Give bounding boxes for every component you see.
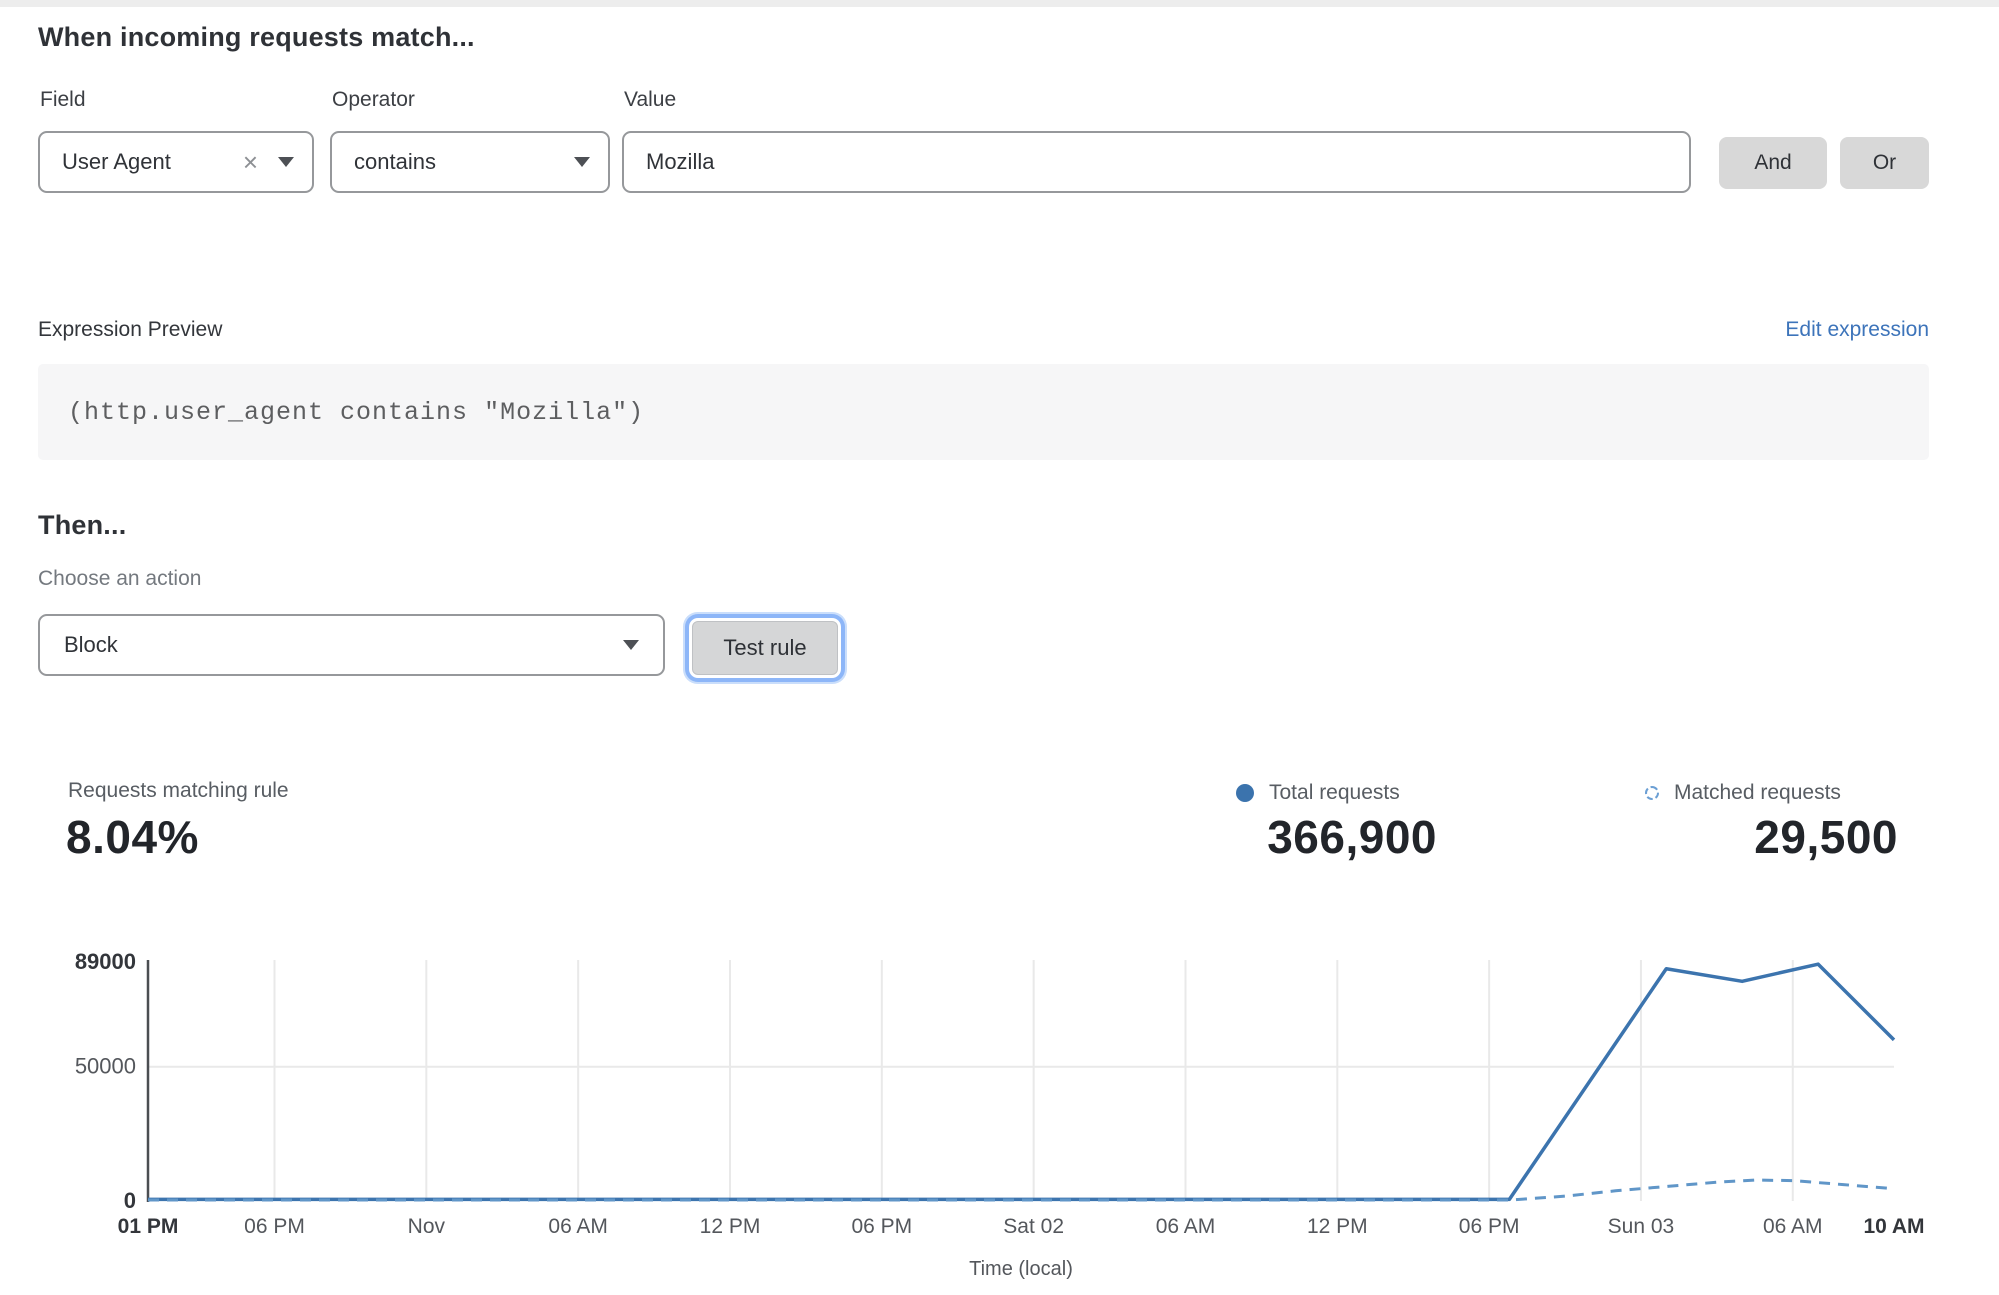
svg-text:12 PM: 12 PM [700, 1215, 761, 1238]
svg-text:06 PM: 06 PM [1459, 1215, 1520, 1238]
expression-code: (http.user_agent contains "Mozilla") [68, 397, 645, 427]
operator-label: Operator [332, 88, 415, 111]
value-input-wrapper [622, 131, 1691, 193]
matched-requests-value: 29,500 [1754, 811, 1898, 863]
svg-text:Nov: Nov [408, 1215, 446, 1238]
svg-text:06 PM: 06 PM [851, 1215, 912, 1238]
edit-expression-link[interactable]: Edit expression [1785, 318, 1929, 341]
requests-chart: 0 50000 89000 01 PM 06 PM Nov 06 AM 12 PM 06 PM S… [75, 949, 1925, 1280]
and-button[interactable]: And [1719, 137, 1827, 189]
legend-total-requests: Total requests [1236, 781, 1400, 805]
operator-select[interactable]: contains [330, 131, 610, 193]
field-select-value: User Agent [62, 149, 171, 174]
field-select[interactable]: User Agent × [38, 131, 314, 193]
svg-text:Time (local): Time (local) [969, 1258, 1073, 1280]
svg-text:0: 0 [124, 1188, 136, 1213]
total-requests-label: Total requests [1269, 781, 1400, 804]
dashed-circle-icon [1645, 786, 1659, 800]
svg-text:10 AM: 10 AM [1863, 1215, 1924, 1238]
matched-requests-label: Matched requests [1674, 781, 1841, 804]
svg-text:12 PM: 12 PM [1307, 1215, 1368, 1238]
solid-dot-icon [1236, 784, 1254, 802]
then-title: Then... [38, 510, 127, 540]
chevron-down-icon [574, 157, 590, 167]
page-title: When incoming requests match... [38, 22, 475, 52]
value-label: Value [624, 88, 677, 111]
total-requests-value: 366,900 [1267, 811, 1437, 863]
requests-matching-label: Requests matching rule [68, 779, 289, 802]
or-button[interactable]: Or [1840, 137, 1929, 189]
legend-matched-requests: Matched requests [1645, 781, 1841, 805]
expression-preview-label: Expression Preview [38, 318, 223, 341]
chevron-down-icon [278, 157, 294, 167]
clear-icon[interactable]: × [242, 147, 258, 177]
svg-text:06 AM: 06 AM [1156, 1215, 1216, 1238]
svg-text:Sun 03: Sun 03 [1608, 1215, 1675, 1238]
operator-select-value: contains [354, 149, 436, 174]
svg-text:06 PM: 06 PM [244, 1215, 305, 1238]
svg-text:50000: 50000 [75, 1054, 136, 1079]
action-select-value: Block [64, 632, 118, 657]
svg-text:Sat 02: Sat 02 [1003, 1215, 1064, 1238]
top-divider [0, 0, 1999, 7]
svg-text:01 PM: 01 PM [118, 1215, 179, 1238]
svg-text:06 AM: 06 AM [1763, 1215, 1823, 1238]
svg-text:89000: 89000 [75, 949, 136, 974]
value-input[interactable] [646, 149, 1667, 175]
expression-code-block: (http.user_agent contains "Mozilla") [38, 364, 1929, 460]
chevron-down-icon [623, 640, 639, 650]
action-select[interactable]: Block [38, 614, 665, 676]
svg-text:06 AM: 06 AM [548, 1215, 608, 1238]
test-rule-button[interactable]: Test rule [692, 621, 838, 675]
requests-matching-value: 8.04% [66, 811, 199, 863]
field-label: Field [40, 88, 86, 111]
choose-action-label: Choose an action [38, 567, 202, 590]
